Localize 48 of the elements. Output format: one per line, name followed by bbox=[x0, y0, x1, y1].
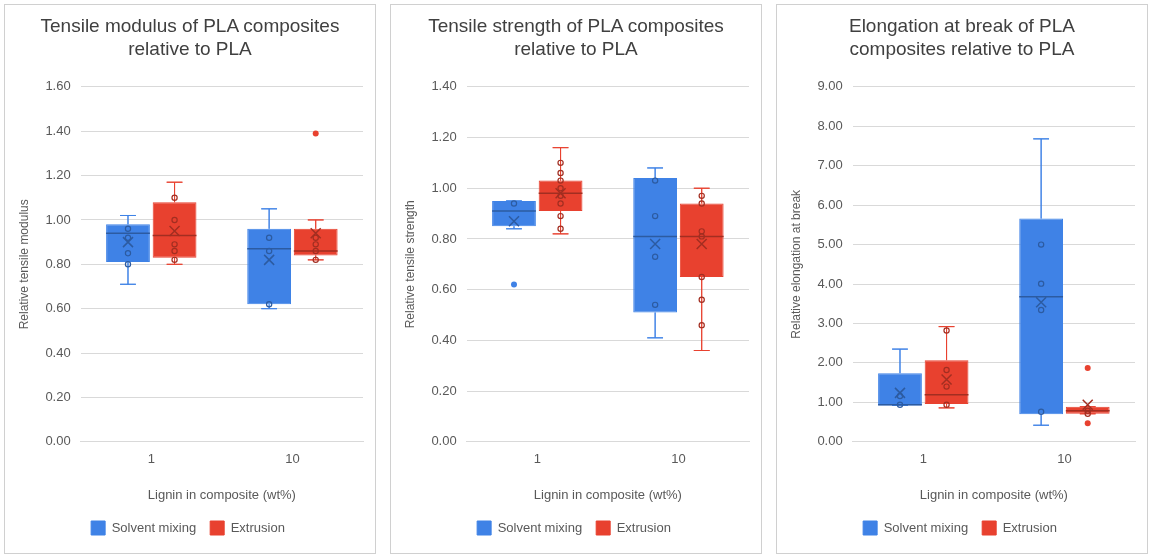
x-tick-label: 10 bbox=[1057, 451, 1072, 467]
x-tick-label: 1 bbox=[147, 451, 155, 467]
y-tick-label: 0.40 bbox=[45, 344, 71, 360]
x-tick-label: 10 bbox=[671, 451, 686, 467]
y-tick-label: 6.00 bbox=[817, 196, 843, 212]
y-tick-label: 0.00 bbox=[45, 433, 71, 449]
y-tick-label: 4.00 bbox=[817, 275, 843, 291]
y-tick-label: 0.20 bbox=[431, 382, 457, 398]
y-tick-label: 0.40 bbox=[431, 331, 457, 347]
x-tick-label: 10 bbox=[285, 451, 300, 467]
y-tick-label: 5.00 bbox=[817, 236, 843, 252]
legend-label: Solvent mixing bbox=[883, 519, 969, 535]
y-tick-label: 9.00 bbox=[817, 78, 843, 94]
x-tick-label: 1 bbox=[919, 451, 927, 467]
y-tick-label: 1.20 bbox=[431, 129, 457, 145]
y-tick-label: 0.80 bbox=[431, 230, 457, 246]
y-tick-label: 0.00 bbox=[817, 433, 843, 449]
y-tick-label: 0.60 bbox=[45, 300, 71, 316]
legend-label: Extrusion bbox=[616, 519, 671, 535]
y-tick-label: 1.20 bbox=[45, 167, 71, 183]
y-tick-label: 1.40 bbox=[431, 78, 457, 94]
y-tick-label: 1.60 bbox=[45, 78, 71, 94]
chart-title: Elongation at break of PLA composites relative to PLA bbox=[847, 14, 1076, 61]
legend-label: Extrusion bbox=[230, 519, 285, 535]
y-tick-label: 0.00 bbox=[431, 433, 457, 449]
y-tick-label: 0.20 bbox=[45, 389, 71, 404]
y-tick-label: 1.00 bbox=[45, 211, 71, 227]
y-tick-label: 0.80 bbox=[45, 255, 71, 271]
y-tick-label: 1.40 bbox=[45, 122, 71, 138]
y-axis-title: Relative elongation at break bbox=[788, 188, 803, 339]
legend-label: Extrusion bbox=[1002, 519, 1057, 535]
y-tick-label: 3.00 bbox=[817, 315, 843, 331]
chart-title: Tensile modulus of PLA composites relative to PLA bbox=[39, 14, 341, 61]
y-tick-label: 1.00 bbox=[817, 393, 843, 409]
y-tick-label: 2.00 bbox=[817, 354, 843, 370]
legend-label: Solvent mixing bbox=[497, 519, 583, 535]
chart-title: Tensile strength of PLA composites relative to PLA bbox=[427, 14, 725, 61]
y-axis-title: Relative tensile modulus bbox=[16, 199, 31, 330]
y-tick-label: 8.00 bbox=[817, 117, 843, 133]
x-tick-label: 1 bbox=[533, 451, 541, 467]
legend-label: Solvent mixing bbox=[111, 519, 197, 535]
y-tick-label: 0.60 bbox=[431, 281, 457, 297]
x-axis-title: Lignin in composite (wt%) bbox=[919, 486, 1068, 502]
x-axis-title: Lignin in composite (wt%) bbox=[533, 486, 682, 502]
y-tick-label: 7.00 bbox=[817, 157, 843, 173]
y-tick-label: 1.00 bbox=[431, 179, 457, 195]
x-axis-title: Lignin in composite (wt%) bbox=[147, 486, 296, 502]
y-axis-title: Relative tensile strength bbox=[402, 200, 417, 329]
